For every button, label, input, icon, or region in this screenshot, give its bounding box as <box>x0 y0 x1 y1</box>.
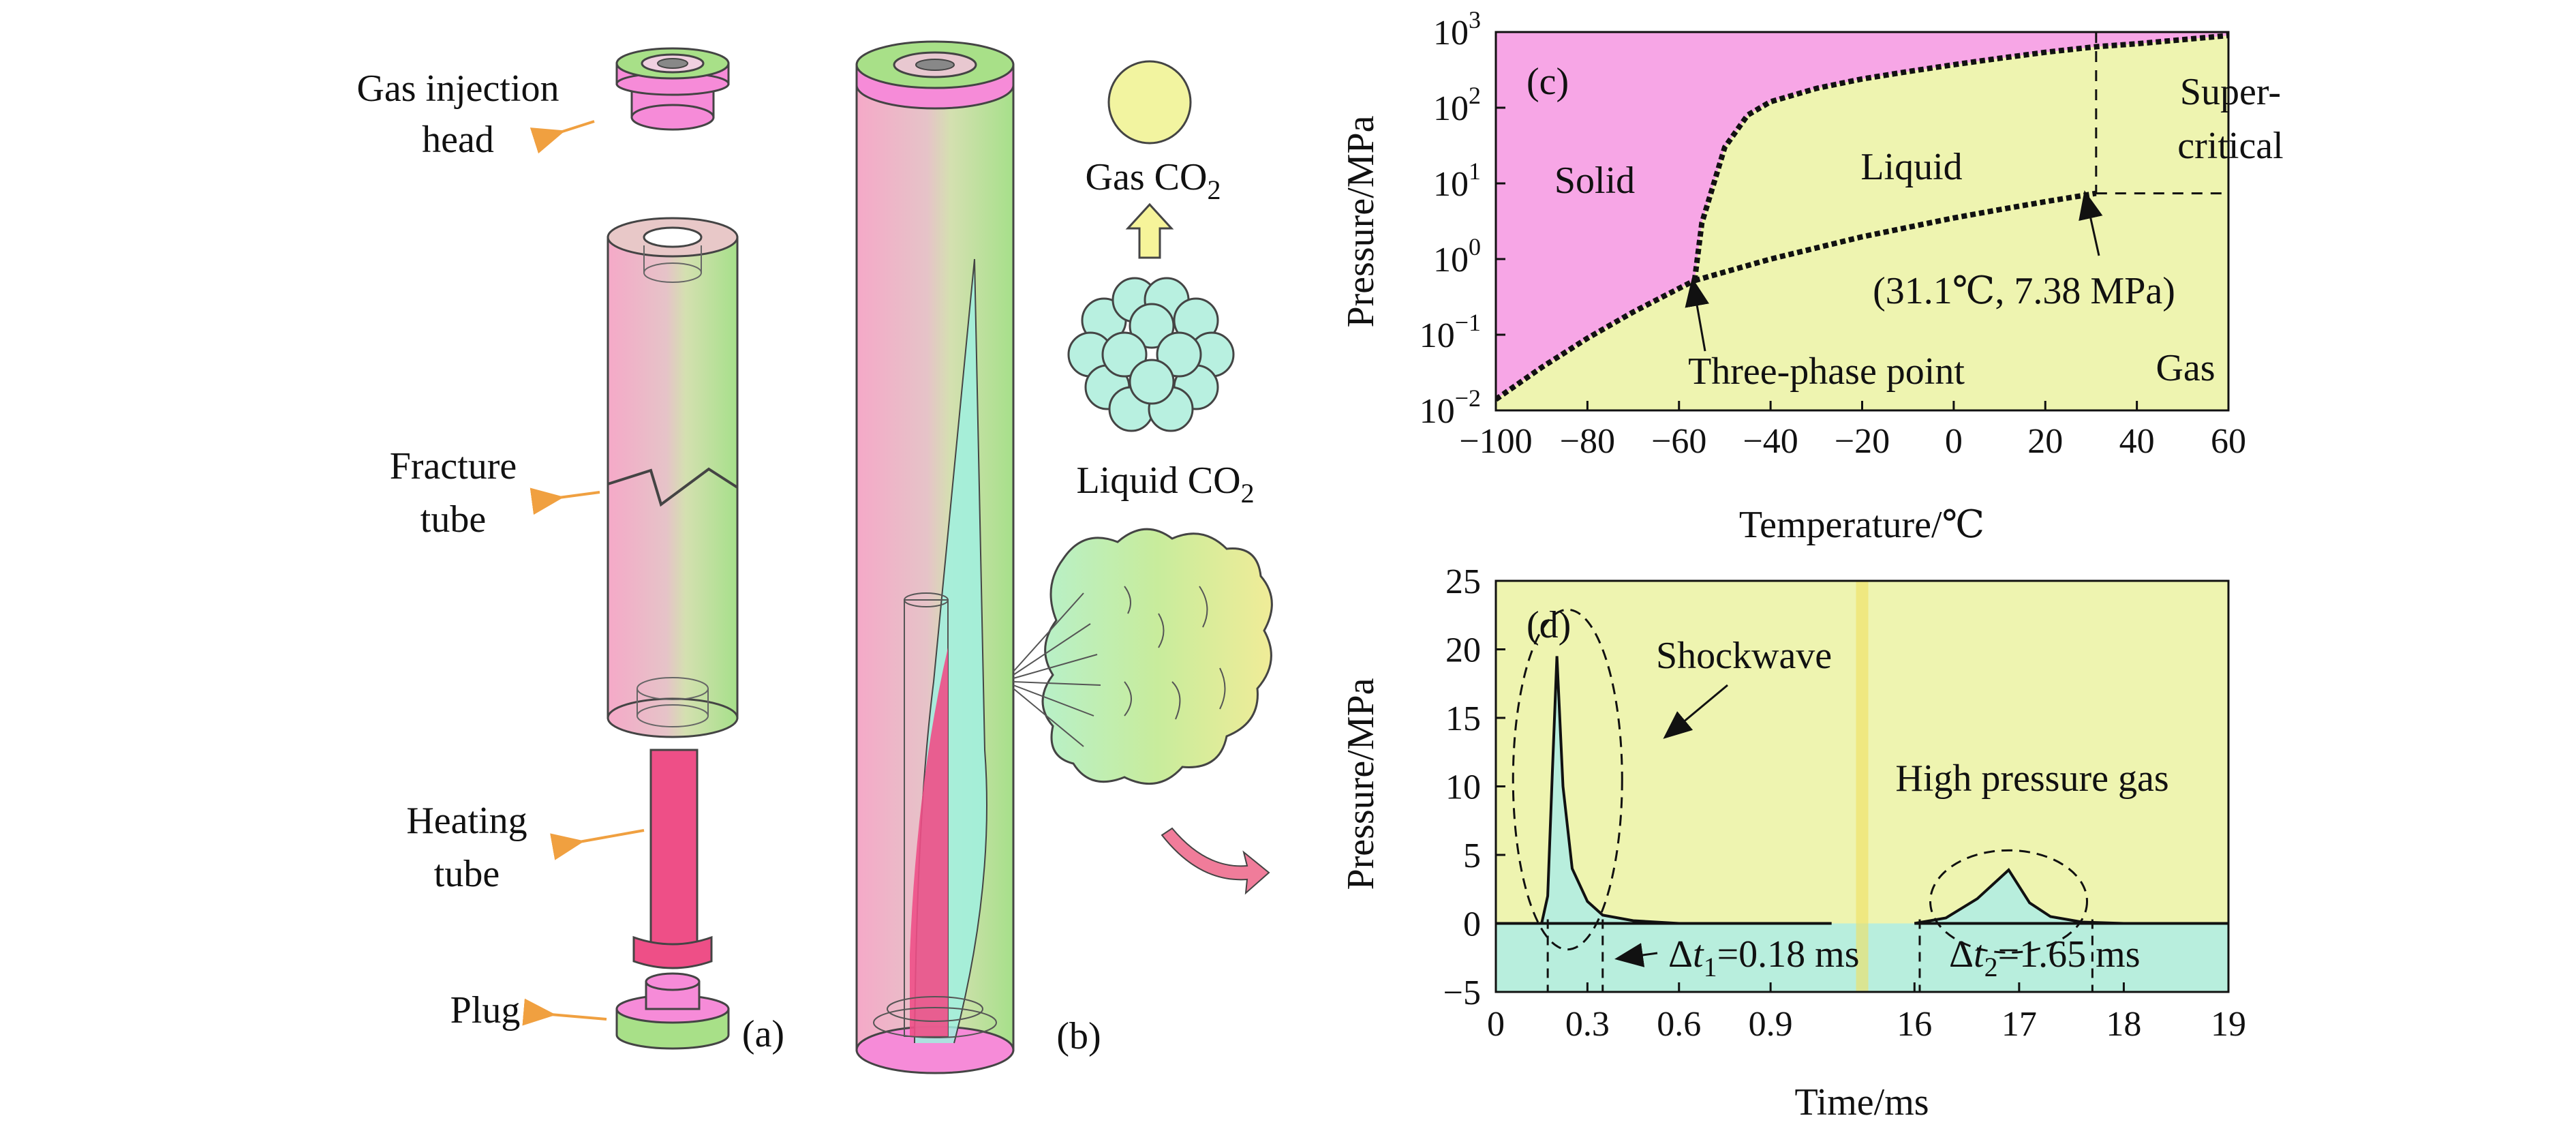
panel-d-x-tick-label: 0.9 <box>1749 1005 1793 1044</box>
panel-b: Gas CO2 Liquid CO2 (b) <box>855 40 1273 1074</box>
panel-d-tag: (d) <box>1527 604 1571 646</box>
solid-region-fill <box>1496 32 2228 399</box>
panel-c-x-tick-label: 0 <box>1945 422 1963 461</box>
panel-d-y-axis-label: Pressure/MPa <box>1340 678 1382 890</box>
supercritical-label-line2: critical <box>2177 125 2283 167</box>
panel-d-y-tick-label: 25 <box>1445 562 1481 601</box>
gas-injection-head-pointer <box>530 120 595 154</box>
panel-c-x-tick-label: −100 <box>1459 422 1532 461</box>
gas-injection-head-label-line1: Gas injection <box>356 67 559 110</box>
panel-c-y-tick-label: 101 <box>1433 157 1481 204</box>
dt1-pointer <box>1614 943 1658 967</box>
panel-d-y-ticks: 25 20 15 10 5 0 −5 <box>1443 562 1505 1012</box>
heating-tube-part <box>632 749 713 969</box>
panel-c-x-tick-label: −40 <box>1743 422 1798 461</box>
gas-co2-molecule <box>1107 60 1192 145</box>
panel-d-x-tick-label: 18 <box>2106 1005 2141 1044</box>
dt2-label: Δt2=1.65 ms <box>1949 933 2141 982</box>
panel-d-x-tick-label: 0.3 <box>1565 1005 1610 1044</box>
gas-injection-head-part <box>615 47 730 131</box>
panel-c-y-tick-label: 10−1 <box>1420 309 1481 355</box>
dt1-label: Δt1=0.18 ms <box>1668 933 1860 982</box>
duration-marker-lines <box>1546 919 2094 992</box>
panel-c-x-tick-label: 20 <box>2027 422 2063 461</box>
fracture-tube-label-line1: Fracture <box>390 445 517 487</box>
panel-d-y-tick-label: 20 <box>1445 631 1481 670</box>
shockwave-pressure-curve <box>1496 656 1832 925</box>
liquid-region-label: Liquid <box>1860 146 1962 188</box>
vaporization-curve <box>1693 190 2097 284</box>
critical-point-pointer <box>2079 190 2103 256</box>
heating-tube-label-line2: tube <box>434 853 500 895</box>
axis-break-band <box>1856 581 1869 992</box>
liquid-co2-cluster <box>1067 277 1235 432</box>
shockwave-label: Shockwave <box>1656 635 1832 677</box>
panel-c-y-axis-label: Pressure/MPa <box>1340 115 1382 327</box>
panel-d-x-tick-label: 17 <box>2002 1005 2037 1044</box>
plug-part <box>615 972 730 1050</box>
panel-c-x-tick-label: −20 <box>1835 422 1890 461</box>
heating-tube-pointer <box>550 829 645 860</box>
fracture-tube-pointer <box>530 487 600 515</box>
panel-d-y-tick-label: −5 <box>1443 974 1481 1012</box>
panel-c-y-ticks: 10−2 10−1 100 101 102 103 <box>1420 6 1505 431</box>
gas-injection-head-label-line2: head <box>422 119 494 161</box>
shockwave-pointer <box>1663 684 1728 739</box>
jet-lines <box>1013 586 1226 747</box>
supercritical-label-line1: Super- <box>2180 71 2281 113</box>
phase-up-arrow <box>1125 202 1174 259</box>
shockwave-ellipse <box>1512 608 1623 951</box>
co2-expansion-cloud <box>1041 528 1273 785</box>
high-pressure-gas-ellipse <box>1929 849 2088 954</box>
panel-d-x-tick-label: 19 <box>2211 1005 2246 1044</box>
three-phase-point-label: Three-phase point <box>1688 350 1965 393</box>
panel-c-phase-diagram: −100 −80 −60 −40 −20 0 20 40 60 10−210−110010110… <box>1340 6 2284 546</box>
panel-d-y-tick-label: 5 <box>1463 836 1481 875</box>
panel-c-x-tick-label: −60 <box>1651 422 1706 461</box>
gas-region-label: Gas <box>2156 347 2215 389</box>
panel-a: Gas injection head Fracture tube Heating… <box>356 47 784 1055</box>
panel-c-y-tick-label: 10−2 <box>1420 384 1481 431</box>
panel-d-y-tick-label: 15 <box>1445 699 1481 738</box>
panel-c-y-tick-label: 103 <box>1433 6 1481 52</box>
panel-c-x-ticks: −100 −80 −60 −40 −20 0 20 40 60 <box>1459 401 2246 461</box>
panel-c-x-tick-label: 40 <box>2119 422 2155 461</box>
panel-c-tag: (c) <box>1527 61 1569 103</box>
panel-d-y-tick-label: 10 <box>1445 768 1481 807</box>
panel-a-tag: (a) <box>742 1013 784 1055</box>
panel-d-x-axis-label: Time/ms <box>1794 1081 1929 1124</box>
sublimation-curve <box>1496 277 1696 402</box>
high-pressure-gas-curve <box>1914 868 2228 925</box>
critical-point-label: (31.1℃, 7.38 MPa) <box>1873 270 2175 312</box>
plug-label: Plug <box>450 989 521 1031</box>
panel-d-x-tick-label: 0.6 <box>1657 1005 1701 1044</box>
fracture-tube-label-line2: tube <box>420 498 486 541</box>
plug-pointer <box>522 998 607 1026</box>
solid-region-label: Solid <box>1554 160 1635 202</box>
heating-tube-label-line1: Heating <box>406 800 527 842</box>
assembled-tube <box>855 40 1015 1074</box>
panel-c-y-tick-label: 100 <box>1433 233 1481 280</box>
panel-c-x-tick-label: 60 <box>2211 422 2246 461</box>
panel-b-tag: (b) <box>1056 1015 1101 1057</box>
release-arrow <box>1161 827 1270 895</box>
fracture-tube-part <box>607 217 739 738</box>
panel-c-y-tick-label: 102 <box>1433 82 1481 128</box>
liquid-co2-label: Liquid CO2 <box>1076 459 1254 509</box>
panel-c-x-tick-label: −80 <box>1560 422 1615 461</box>
three-phase-pointer <box>1685 277 1709 352</box>
panel-d-x-tick-label: 0 <box>1487 1005 1505 1044</box>
panel-d-x-ticks: 0 0.3 0.6 0.9 16 17 18 19 <box>1487 982 2246 1044</box>
melting-curve <box>1691 33 2228 282</box>
gas-co2-label: Gas CO2 <box>1086 156 1221 205</box>
high-pressure-gas-label: High pressure gas <box>1895 757 2168 800</box>
panel-d-x-tick-label: 16 <box>1897 1005 1932 1044</box>
panel-d-y-tick-label: 0 <box>1463 905 1481 944</box>
panel-c-x-axis-label: Temperature/℃ <box>1739 504 1984 546</box>
